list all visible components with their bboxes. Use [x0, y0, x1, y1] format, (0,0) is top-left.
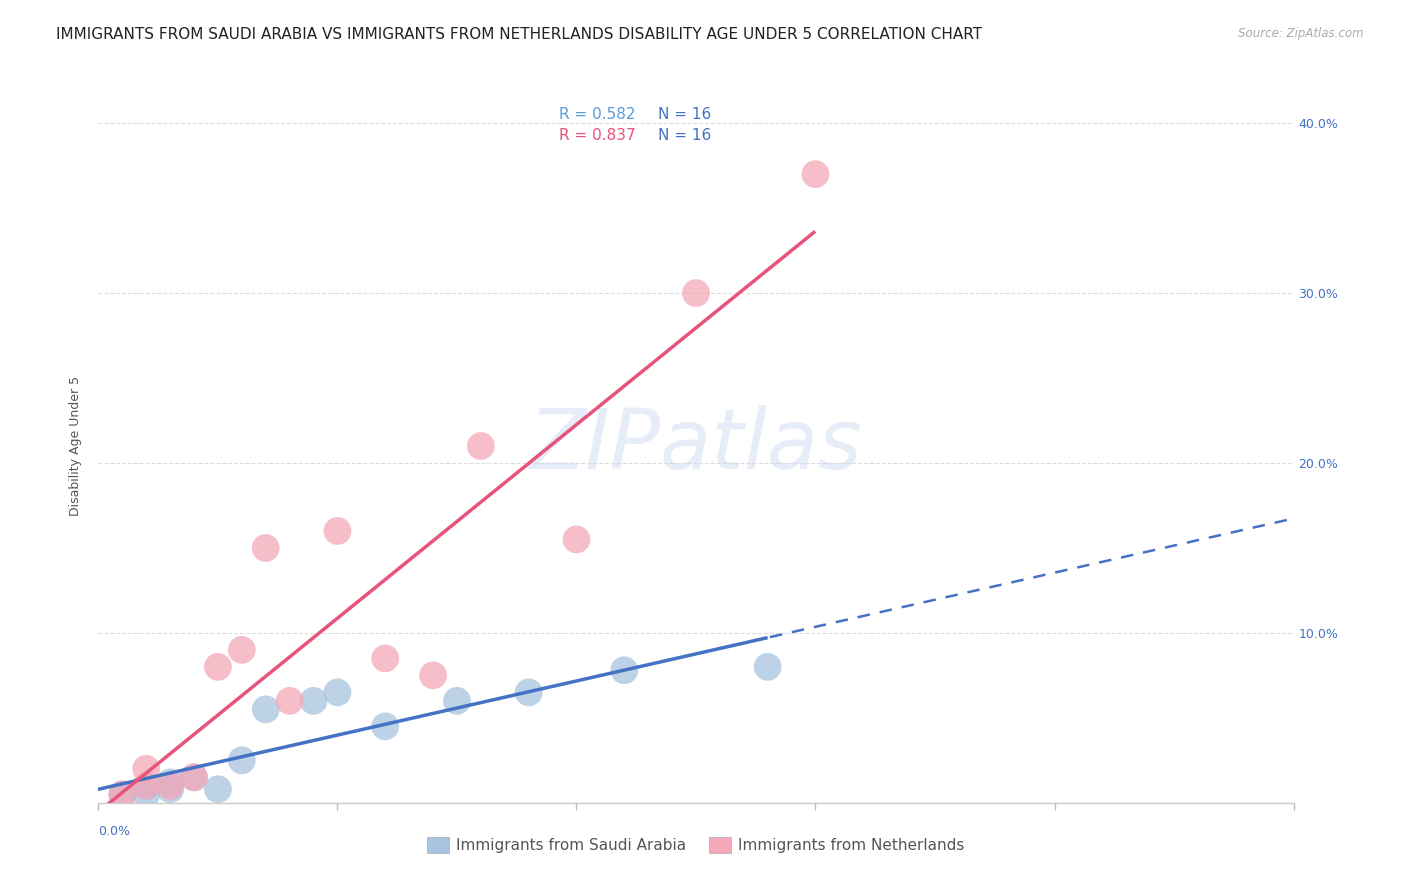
Text: ZIPatlas: ZIPatlas	[529, 406, 863, 486]
Point	[135, 779, 157, 793]
Point	[278, 694, 301, 708]
Point	[111, 787, 134, 801]
Point	[254, 702, 277, 716]
Point	[254, 541, 277, 555]
Point	[231, 753, 253, 767]
Text: N = 16: N = 16	[658, 107, 711, 121]
Point	[756, 660, 779, 674]
Point	[183, 770, 205, 784]
Point	[207, 660, 229, 674]
Text: R = 0.837: R = 0.837	[558, 128, 636, 143]
Point	[231, 643, 253, 657]
Y-axis label: Disability Age Under 5: Disability Age Under 5	[69, 376, 83, 516]
Legend: Immigrants from Saudi Arabia, Immigrants from Netherlands: Immigrants from Saudi Arabia, Immigrants…	[422, 831, 970, 859]
Point	[613, 663, 636, 677]
Text: R = 0.582: R = 0.582	[558, 107, 636, 121]
Point	[374, 719, 396, 733]
Point	[517, 685, 540, 699]
Point	[374, 651, 396, 665]
Point	[565, 533, 588, 547]
Point	[111, 787, 134, 801]
Point	[804, 167, 827, 181]
Point	[207, 782, 229, 797]
Text: 0.0%: 0.0%	[98, 825, 131, 838]
Point	[422, 668, 444, 682]
Point	[685, 286, 707, 301]
Text: Source: ZipAtlas.com: Source: ZipAtlas.com	[1239, 27, 1364, 40]
Point	[183, 770, 205, 784]
Point	[302, 694, 325, 708]
Point	[446, 694, 468, 708]
Point	[159, 775, 181, 789]
Point	[159, 779, 181, 793]
Point	[135, 787, 157, 801]
Point	[326, 524, 349, 538]
Point	[326, 685, 349, 699]
Point	[135, 762, 157, 776]
Point	[159, 782, 181, 797]
Point	[135, 779, 157, 793]
Text: N = 16: N = 16	[658, 128, 711, 143]
Text: IMMIGRANTS FROM SAUDI ARABIA VS IMMIGRANTS FROM NETHERLANDS DISABILITY AGE UNDER: IMMIGRANTS FROM SAUDI ARABIA VS IMMIGRAN…	[56, 27, 983, 42]
Point	[470, 439, 492, 453]
